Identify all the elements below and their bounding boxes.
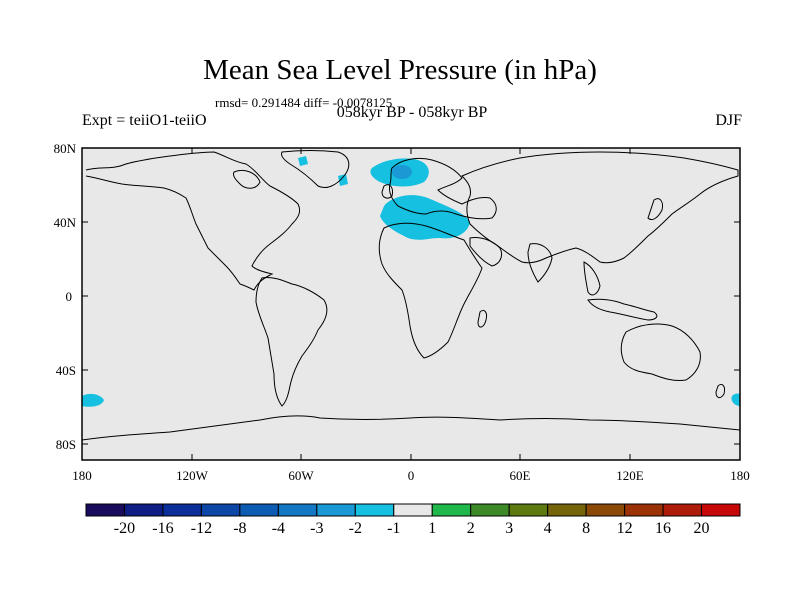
colorbar-label: -3 <box>310 520 323 537</box>
colorbar-label: 20 <box>694 520 710 537</box>
colorbar-box <box>200 503 241 517</box>
colorbar-box <box>354 503 395 517</box>
coast-hudson-bay <box>233 169 261 189</box>
colorbar-label: -1 <box>387 520 400 537</box>
lon-label-60e: 60E <box>510 468 531 483</box>
anomaly-greenland-west <box>298 156 308 166</box>
colorbar-box <box>508 503 549 517</box>
coast-madagascar <box>477 309 487 328</box>
coast-japan <box>647 198 663 221</box>
colorbar <box>85 503 741 517</box>
lat-tick-marks <box>82 147 740 445</box>
lon-label-120w: 120W <box>176 468 209 483</box>
lat-label-80n: 80N <box>54 141 77 156</box>
anomaly-greenland-south <box>338 174 348 186</box>
coast-new-zealand <box>715 383 725 399</box>
lat-label-0: 0 <box>66 289 73 304</box>
coast-north-america <box>85 151 301 291</box>
coast-europe <box>389 157 497 220</box>
colorbar-label: 1 <box>428 520 436 537</box>
colorbar-box <box>662 503 703 517</box>
colorbar-box <box>431 503 472 517</box>
lon-tick-marks <box>81 148 741 460</box>
coast-arabia <box>469 237 503 267</box>
colorbar-box <box>316 503 356 517</box>
coast-india <box>527 243 553 283</box>
colorbar-label: 16 <box>655 520 671 537</box>
coast-greenland <box>281 150 350 189</box>
anomaly-regions <box>82 156 740 407</box>
lat-label-80s: 80S <box>56 437 76 452</box>
colorbar-label: -4 <box>272 520 285 537</box>
colorbar-box <box>624 503 664 517</box>
coast-uk <box>381 184 393 199</box>
colorbar-labels: -20 -16 -12 -8 -4 -3 -2 -1 1 2 3 4 8 12 … <box>114 520 710 537</box>
colorbar-label: -20 <box>114 520 135 537</box>
stats-label: rmsd= 0.291484 diff= -0.0078125 <box>215 95 393 110</box>
coast-indonesia <box>587 298 658 321</box>
colorbar-label: 2 <box>467 520 475 537</box>
colorbar-box <box>239 503 279 517</box>
lon-label-120e: 120E <box>616 468 644 483</box>
experiment-label: Expt = teiiO1-teiiO <box>82 112 207 129</box>
colorbar-box <box>393 503 433 517</box>
period-label: 058kyr BP - 058kyr BP <box>336 104 488 121</box>
colorbar-label: 8 <box>582 520 590 537</box>
coast-australia <box>620 323 701 381</box>
colorbar-label: -16 <box>152 520 173 537</box>
colorbar-box <box>277 503 318 517</box>
lat-label-40s: 40S <box>56 363 76 378</box>
lon-label-60w: 60W <box>288 468 314 483</box>
anomaly-core <box>392 165 412 179</box>
colorbar-label: -2 <box>349 520 362 537</box>
season-label: DJF <box>715 112 742 129</box>
lon-label-180-east: 180 <box>730 468 750 483</box>
coast-south-america <box>255 277 328 407</box>
colorbar-box <box>123 503 164 517</box>
colorbar-label: 4 <box>544 520 552 537</box>
anomaly-south-pacific-west <box>82 393 104 407</box>
lon-label-0: 0 <box>408 468 415 483</box>
colorbar-box <box>701 503 741 517</box>
colorbar-label: 3 <box>505 520 513 537</box>
colorbar-box <box>470 503 510 517</box>
colorbar-box <box>85 503 125 517</box>
lon-label-180-west: 180 <box>72 468 92 483</box>
map-title: Mean Sea Level Pressure (in hPa) <box>203 54 597 86</box>
coast-southeast-asia <box>583 261 601 296</box>
lat-label-40n: 40N <box>54 215 77 230</box>
colorbar-box <box>585 503 626 517</box>
colorbar-label: 12 <box>617 520 633 537</box>
anomaly-south-pacific-east <box>731 393 740 406</box>
colorbar-label: -8 <box>233 520 246 537</box>
colorbar-box <box>547 503 587 517</box>
colorbar-box <box>162 503 202 517</box>
coast-africa <box>378 222 483 359</box>
coast-antarctica <box>81 415 741 441</box>
coastlines <box>81 150 741 441</box>
colorbar-label: -12 <box>191 520 212 537</box>
anomaly-mediterranean <box>380 195 470 240</box>
